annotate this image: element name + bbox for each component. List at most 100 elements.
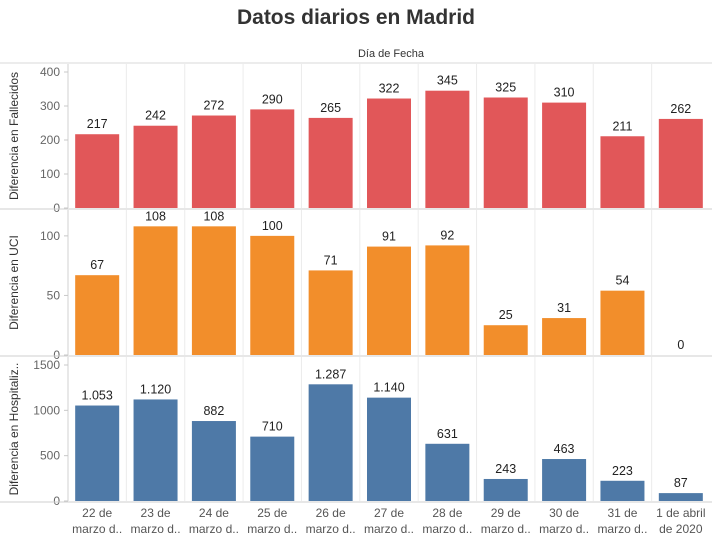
bar-hospitalizados xyxy=(600,480,645,501)
bar-fallecidos xyxy=(75,134,120,208)
bar-hospitalizados xyxy=(367,397,411,501)
y-tick-label: 1000 xyxy=(33,403,60,417)
data-label-fallecidos: 272 xyxy=(203,99,224,113)
bar-uci xyxy=(250,235,295,355)
data-label-hospitalizados: 463 xyxy=(554,442,575,456)
bar-hospitalizados xyxy=(483,478,528,501)
x-tick-label: marzo d.. xyxy=(422,522,472,536)
y-tick-label: 500 xyxy=(40,449,60,463)
bar-hospitalizados xyxy=(133,399,178,501)
y-tick-label: 200 xyxy=(40,133,60,147)
x-tick-label: marzo d.. xyxy=(131,522,181,536)
x-tick-label: 24 de xyxy=(199,506,229,520)
data-label-hospitalizados: 631 xyxy=(437,427,458,441)
bar-hospitalizados xyxy=(658,493,703,501)
y-tick-label: 50 xyxy=(47,288,61,302)
y-tick-label: 0 xyxy=(53,201,60,215)
bar-uci xyxy=(425,245,470,355)
data-label-uci: 67 xyxy=(90,258,104,272)
y-tick-label: 100 xyxy=(40,229,60,243)
data-label-fallecidos: 265 xyxy=(320,101,341,115)
data-label-fallecidos: 310 xyxy=(554,86,575,100)
data-label-fallecidos: 242 xyxy=(145,109,166,123)
bar-hospitalizados xyxy=(191,421,236,501)
bar-uci xyxy=(133,226,178,355)
bar-fallecidos xyxy=(658,118,703,208)
data-label-fallecidos: 325 xyxy=(495,81,516,95)
x-tick-label: 30 de xyxy=(549,506,579,520)
chart-title: Datos diarios en Madrid xyxy=(236,6,476,29)
data-label-uci: 0 xyxy=(677,338,684,352)
data-label-uci: 54 xyxy=(616,274,630,288)
bar-hospitalizados xyxy=(75,405,120,501)
bar-hospitalizados xyxy=(425,443,470,501)
y-axis-title-hospitalizados: Diferencia en Hospitaliz.. xyxy=(7,363,21,496)
y-tick-label: 100 xyxy=(40,167,60,181)
x-tick-label: 25 de xyxy=(257,506,287,520)
data-label-hospitalizados: 1.287 xyxy=(315,367,346,381)
bar-hospitalizados xyxy=(250,436,295,501)
y-tick-label: 400 xyxy=(40,65,60,79)
data-label-hospitalizados: 710 xyxy=(262,420,283,434)
data-label-uci: 92 xyxy=(440,228,454,242)
bar-fallecidos xyxy=(250,109,295,208)
bar-fallecidos xyxy=(600,136,645,208)
bar-uci xyxy=(600,290,645,355)
x-tick-label: 22 de xyxy=(82,506,112,520)
bar-hospitalizados xyxy=(308,384,353,501)
data-label-uci: 108 xyxy=(203,209,224,223)
bar-uci xyxy=(483,325,528,355)
bar-fallecidos xyxy=(367,98,411,208)
bar-fallecidos xyxy=(425,90,470,208)
x-tick-label: marzo d.. xyxy=(189,522,239,536)
bar-fallecidos xyxy=(542,102,587,208)
data-label-hospitalizados: 1.053 xyxy=(82,389,113,403)
x-tick-label: marzo d.. xyxy=(306,522,356,536)
data-label-hospitalizados: 1.140 xyxy=(373,381,404,395)
bar-uci xyxy=(308,270,353,355)
data-label-uci: 91 xyxy=(382,230,396,244)
x-tick-label: marzo d.. xyxy=(247,522,297,536)
y-tick-label: 0 xyxy=(53,494,60,508)
data-label-fallecidos: 217 xyxy=(87,117,108,131)
y-tick-label: 0 xyxy=(53,348,60,362)
x-tick-label: marzo d.. xyxy=(72,522,122,536)
x-tick-label: marzo d.. xyxy=(539,522,589,536)
y-tick-label: 1500 xyxy=(33,358,60,372)
bar-uci xyxy=(367,246,411,355)
x-tick-label: 26 de xyxy=(316,506,346,520)
x-tick-label: marzo d.. xyxy=(481,522,531,536)
bar-fallecidos xyxy=(191,115,236,208)
x-tick-label: 31 de xyxy=(607,506,637,520)
data-label-hospitalizados: 87 xyxy=(674,476,688,490)
bar-uci xyxy=(191,226,236,355)
bar-fallecidos xyxy=(133,125,178,208)
data-label-hospitalizados: 243 xyxy=(495,462,516,476)
x-tick-label: marzo d.. xyxy=(364,522,414,536)
x-tick-label: 1 de abril xyxy=(656,506,705,520)
x-tick-label: marzo d.. xyxy=(597,522,647,536)
data-label-uci: 25 xyxy=(499,308,513,322)
data-label-hospitalizados: 223 xyxy=(612,464,633,478)
data-label-fallecidos: 290 xyxy=(262,92,283,106)
column-header: Día de Fecha xyxy=(358,48,425,60)
data-label-uci: 108 xyxy=(145,209,166,223)
y-axis-title-uci: Diferencia en UCI xyxy=(7,235,21,330)
bar-fallecidos xyxy=(308,117,353,208)
bar-hospitalizados xyxy=(542,459,587,501)
data-label-uci: 31 xyxy=(557,301,571,315)
x-tick-label: de 2020 xyxy=(659,522,703,536)
bar-uci xyxy=(75,275,120,355)
y-tick-label: 300 xyxy=(40,99,60,113)
data-label-uci: 100 xyxy=(262,219,283,233)
x-tick-label: 28 de xyxy=(432,506,462,520)
data-label-uci: 71 xyxy=(324,253,338,267)
x-tick-label: 27 de xyxy=(374,506,404,520)
data-label-hospitalizados: 1.120 xyxy=(140,382,171,396)
data-label-fallecidos: 345 xyxy=(437,74,458,88)
data-label-hospitalizados: 882 xyxy=(203,404,224,418)
x-tick-label: 23 de xyxy=(141,506,171,520)
x-tick-label: 29 de xyxy=(491,506,521,520)
y-axis-title-fallecidos: Diferencia en Fallecidos xyxy=(7,72,21,200)
